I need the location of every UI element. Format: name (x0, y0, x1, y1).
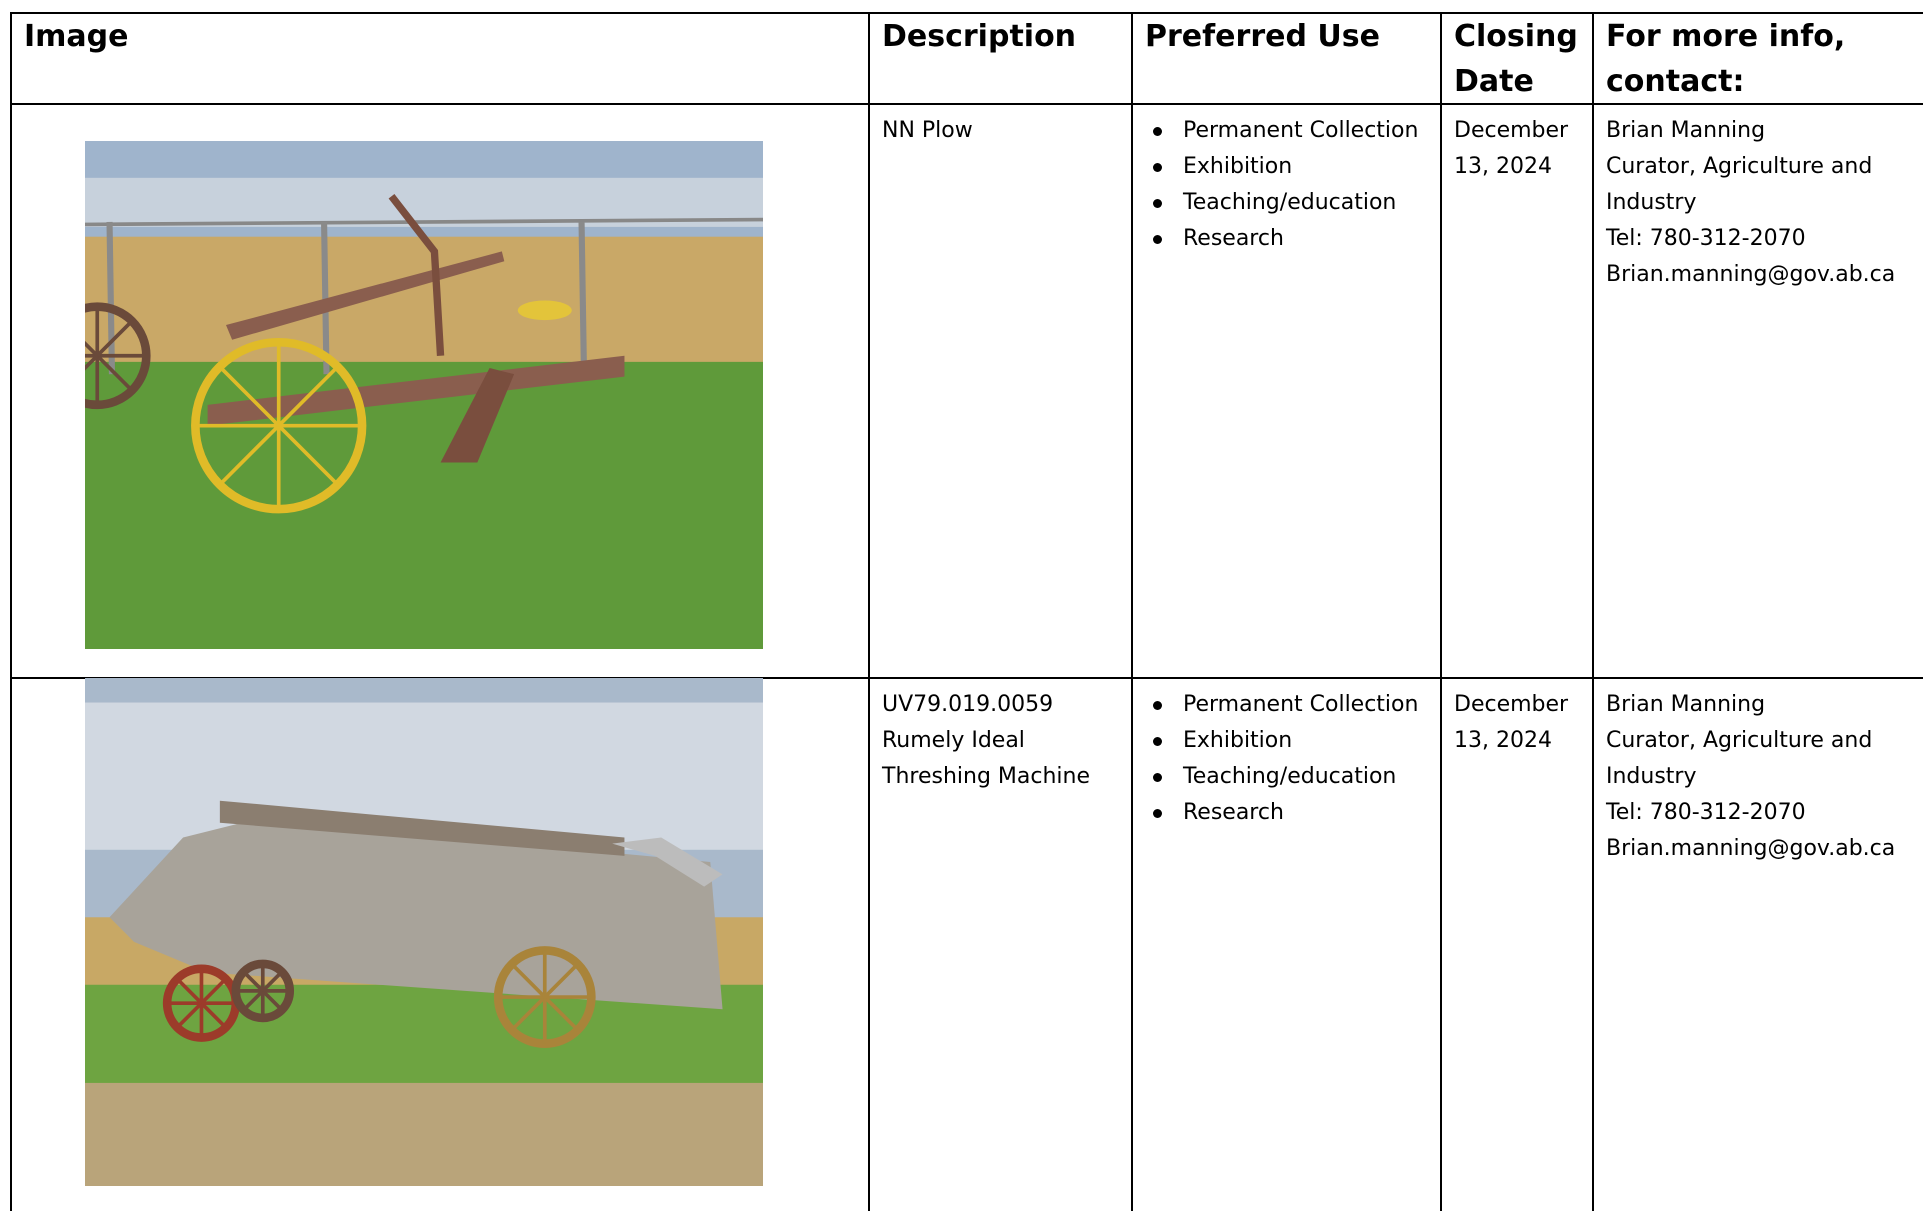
column-border (1440, 12, 1442, 1211)
preferred-use-item: Exhibition (1149, 149, 1439, 185)
spoke (95, 319, 134, 358)
header-cell: Preferred Use (1145, 19, 1380, 54)
spoke (510, 995, 547, 1032)
spoke (242, 989, 265, 1012)
contact-line: Brian Manning (1606, 118, 1766, 143)
spoke (85, 340, 99, 358)
description-line: UV79.019.0059 (882, 692, 1054, 717)
header-cell: Image (24, 19, 129, 54)
contact-line: Brian.manning@gov.ab.ca (1606, 836, 1896, 861)
spoke (543, 962, 580, 999)
preferred-use-list: Permanent Collection Exhibition Teaching/e… (1149, 113, 1439, 257)
fence-post (106, 221, 116, 375)
plow-photo (85, 141, 763, 649)
spoke (200, 977, 228, 1005)
column-border (10, 12, 12, 1211)
preferred-use-item: Research (1149, 221, 1439, 257)
header-cell: For more info, contact: (1606, 19, 1846, 99)
preferred-use-item: Permanent Collection (1149, 113, 1439, 149)
spoke (261, 970, 284, 993)
contact-line: Brian Manning (1606, 692, 1766, 717)
thresher-blower (612, 837, 723, 887)
contact-line: Curator, Agriculture and Industry (1606, 728, 1873, 789)
closing-date: December 13, 2024 (1454, 118, 1569, 179)
column-border (868, 12, 870, 1211)
spoke (543, 995, 580, 1032)
fence-post (321, 221, 330, 375)
spoke (175, 1001, 203, 1029)
preferred-use-item: Research (1149, 795, 1439, 831)
contact-line: Curator, Agriculture and Industry (1606, 154, 1873, 215)
preferred-use-item: Permanent Collection (1149, 687, 1439, 723)
contact-line: Tel: 780-312-2070 (1606, 800, 1806, 825)
preferred-use-list: Permanent Collection Exhibition Teaching/e… (1149, 687, 1439, 831)
spoke (242, 970, 265, 993)
column-border (1592, 12, 1594, 1211)
description: NN Plow (882, 113, 1122, 149)
dirt (85, 1082, 763, 1186)
description-line: Rumely Ideal (882, 728, 1025, 753)
spoke (175, 977, 203, 1005)
thresher-top (219, 800, 625, 856)
spoke (95, 354, 134, 392)
field (85, 236, 763, 372)
plow-share (440, 368, 515, 463)
preferred-use-item: Teaching/education (1149, 185, 1439, 221)
preferred-use-item: Teaching/education (1149, 759, 1439, 795)
column-border (1131, 12, 1133, 1211)
fence-post (578, 221, 588, 375)
header-cell: Description (882, 19, 1077, 54)
spoke (200, 1001, 228, 1029)
spoke (218, 424, 281, 486)
fence (85, 217, 763, 227)
spoke (261, 989, 284, 1012)
plow-beam (207, 355, 625, 426)
row-border (10, 12, 1923, 14)
contact: Brian Manning Curator, Agriculture and In… (1606, 113, 1906, 293)
row-border (10, 103, 1923, 105)
spoke (510, 962, 547, 999)
spoke (85, 354, 99, 371)
seat (517, 300, 572, 321)
spoke (277, 365, 339, 427)
spoke (218, 365, 281, 427)
row-border (10, 677, 1923, 679)
contact: Brian Manning Curator, Agriculture and In… (1606, 687, 1906, 867)
description-line: Threshing Machine (882, 764, 1090, 789)
preferred-use-item: Exhibition (1149, 723, 1439, 759)
contact-line: Brian.manning@gov.ab.ca (1606, 262, 1896, 287)
header-cell: Closing Date (1454, 19, 1578, 99)
contact-line: Tel: 780-312-2070 (1606, 226, 1806, 251)
spoke (277, 424, 339, 486)
thresher-photo (85, 678, 763, 1186)
closing-date: December 13, 2024 (1454, 692, 1569, 753)
grass (85, 361, 763, 649)
description: UV79.019.0059 Rumely Ideal Threshing Machi… (882, 687, 1122, 795)
description-line: NN Plow (882, 118, 973, 143)
plow-handle2 (388, 193, 445, 356)
